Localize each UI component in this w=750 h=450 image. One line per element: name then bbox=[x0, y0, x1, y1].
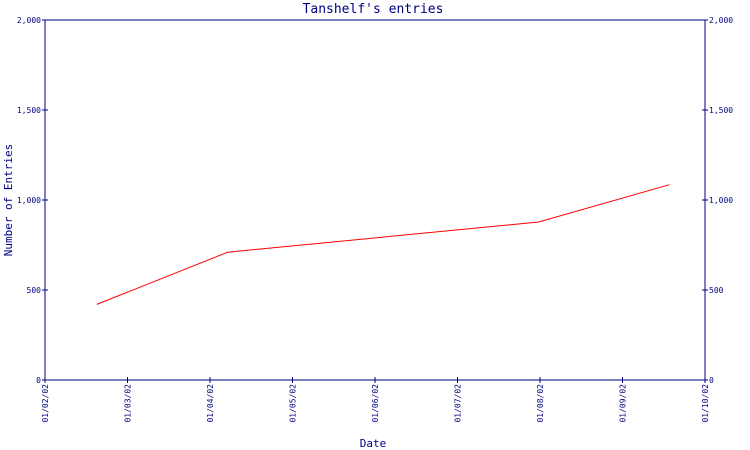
x-tick-label: 01/10/02 bbox=[701, 384, 710, 423]
x-tick-label: 01/07/02 bbox=[454, 384, 463, 423]
x-tick-label: 01/03/02 bbox=[124, 384, 133, 423]
x-tick-label: 01/02/02 bbox=[41, 384, 50, 423]
chart-title: Tanshelf's entries bbox=[303, 2, 444, 17]
y-tick-label-right: 1,500 bbox=[709, 106, 733, 115]
x-axis: 01/02/02 01/03/02 01/04/02 01/05/02 01/06/02… bbox=[41, 377, 710, 423]
x-tick-label: 01/05/02 bbox=[289, 384, 298, 423]
series-line bbox=[96, 184, 670, 305]
y-tick-label-left: 500 bbox=[27, 286, 42, 295]
y-axis-label: Number of Entries bbox=[2, 144, 15, 257]
y-tick-label-right: 500 bbox=[709, 286, 724, 295]
x-tick-label: 01/06/02 bbox=[371, 384, 380, 423]
y-tick-label-left: 0 bbox=[36, 376, 41, 385]
y-tick-label-left: 2,000 bbox=[17, 16, 41, 25]
y-tick-label-right: 2,000 bbox=[709, 16, 733, 25]
y-tick-label-right: 1,000 bbox=[709, 196, 733, 205]
x-tick-label: 01/09/02 bbox=[619, 384, 628, 423]
y-tick-label-right: 0 bbox=[709, 376, 714, 385]
x-axis-label: Date bbox=[360, 437, 387, 450]
x-tick-label: 01/04/02 bbox=[206, 384, 215, 423]
y-axis-left: 0 500 1,000 1,500 2,000 bbox=[17, 16, 48, 385]
y-tick-label-left: 1,500 bbox=[17, 106, 41, 115]
series-layer bbox=[96, 184, 670, 305]
y-tick-label-left: 1,000 bbox=[17, 196, 41, 205]
x-tick-label: 01/08/02 bbox=[536, 384, 545, 423]
plot-area bbox=[44, 19, 706, 381]
y-axis-right: 0 500 1,000 1,500 2,000 bbox=[702, 16, 733, 385]
